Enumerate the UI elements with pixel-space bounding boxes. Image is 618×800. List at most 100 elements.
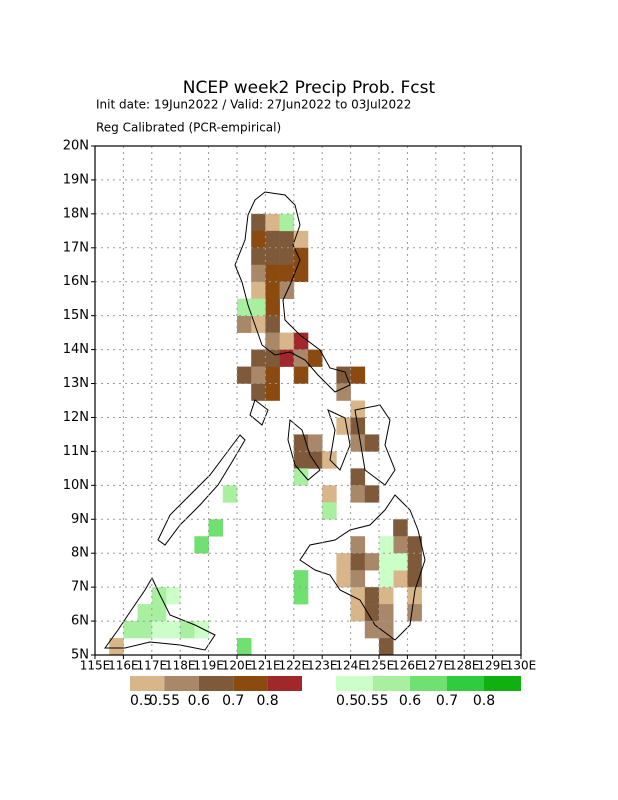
prob-cell — [364, 604, 380, 622]
y-tick-label: 10N — [63, 478, 89, 493]
prob-cell — [251, 315, 266, 333]
y-tick-label: 18N — [63, 206, 89, 221]
note: Reg Calibrated (PCR-empirical) — [96, 121, 281, 135]
prob-cell — [265, 247, 280, 266]
prob-cell — [166, 587, 181, 605]
x-tick-label: 122E — [279, 659, 310, 673]
x-tick-label: 130E — [506, 659, 537, 673]
prob-cell — [350, 485, 366, 503]
prob-cell — [265, 281, 280, 299]
y-tick-label: 5N — [71, 648, 89, 663]
x-tick-label: 121E — [250, 659, 281, 673]
x-tick-label: 129E — [477, 659, 508, 673]
x-tick-label: 127E — [421, 659, 452, 673]
prob-cell — [350, 434, 366, 452]
legend-swatch — [164, 676, 199, 691]
prob-cell — [379, 638, 394, 656]
prob-cell — [407, 570, 422, 588]
x-tick-label: 126E — [392, 659, 423, 673]
legend-swatch — [373, 676, 410, 691]
prob-cell — [251, 298, 266, 316]
legend-label: 0.7 — [436, 693, 458, 709]
prob-cell — [180, 621, 195, 639]
legend-swatch — [447, 676, 484, 691]
legend-swatch — [267, 676, 302, 691]
y-tick-label: 14N — [63, 342, 89, 357]
prob-cell — [350, 570, 366, 588]
plot-frame — [94, 145, 522, 656]
prob-cell — [336, 570, 351, 588]
prob-cell — [279, 264, 295, 283]
prob-cell — [293, 230, 309, 249]
mindanao — [299, 494, 426, 641]
prob-cell — [350, 536, 366, 554]
prob-cell — [350, 604, 366, 622]
y-tick-label: 12N — [63, 410, 89, 425]
prob-cell — [265, 349, 280, 367]
prob-cell — [364, 434, 380, 452]
legend-swatch — [130, 676, 165, 691]
legend-swatch — [198, 676, 234, 691]
legend-label: 0.55 — [149, 693, 180, 709]
y-tick-label: 7N — [71, 580, 89, 595]
y-tick-label: 20N — [63, 139, 89, 154]
borneo — [104, 576, 216, 651]
prob-cell — [407, 536, 422, 554]
prob-cell — [336, 553, 351, 571]
y-tick-label: 6N — [71, 614, 89, 629]
prob-cell — [265, 383, 280, 401]
prob-cell — [336, 417, 351, 435]
prob-cell — [109, 638, 124, 656]
prob-cell — [322, 502, 337, 520]
prob-cell — [293, 451, 309, 469]
prob-cell — [379, 621, 394, 639]
prob-cell — [251, 383, 266, 401]
coastline — [104, 191, 426, 651]
prob-cell — [237, 638, 252, 656]
prob-cell — [293, 468, 309, 486]
prob-cell — [279, 213, 295, 232]
prob-cell — [251, 247, 266, 266]
prob-cell — [364, 553, 380, 571]
prob-cell — [308, 434, 323, 452]
prob-cell — [194, 621, 209, 639]
x-tick-label: 128E — [449, 659, 480, 673]
prob-cell — [308, 349, 323, 367]
prob-cell — [151, 587, 167, 605]
prob-cell — [293, 264, 309, 283]
prob-cell — [364, 621, 380, 639]
prob-cell — [279, 247, 295, 266]
prob-cell — [293, 587, 309, 605]
prob-cell — [364, 485, 380, 503]
chart-title: NCEP week2 Precip Prob. Fcst — [183, 78, 436, 98]
prob-cell — [265, 264, 280, 283]
legend-swatch — [233, 676, 268, 691]
legend-label: 0.8 — [473, 693, 495, 709]
legend-swatch — [484, 676, 521, 691]
prob-cell — [336, 383, 351, 401]
prob-cell — [279, 349, 295, 367]
prob-cell — [407, 604, 422, 622]
x-tick-label: 115E — [80, 659, 111, 673]
prob-cell — [350, 366, 366, 384]
prob-cell — [279, 281, 295, 299]
legend-label: 0.8 — [256, 693, 278, 709]
y-tick-label: 17N — [63, 240, 89, 255]
prob-cell — [123, 621, 138, 639]
prob-cell — [293, 570, 309, 588]
x-tick-label: 120E — [222, 659, 253, 673]
prob-cell — [379, 536, 394, 554]
x-tick-label: 116E — [108, 659, 139, 673]
legend-label: 0.5 — [130, 693, 152, 709]
prob-cell — [208, 519, 224, 537]
y-tick-label: 11N — [63, 444, 89, 459]
legend-swatch — [410, 676, 447, 691]
prob-cell — [265, 332, 280, 350]
prob-cell — [364, 587, 380, 605]
prob-cell — [237, 315, 252, 333]
prob-cell — [407, 553, 422, 571]
prob-cell — [166, 621, 181, 639]
x-tick-label: 118E — [165, 659, 196, 673]
legend-label: 0.5 — [336, 693, 358, 709]
